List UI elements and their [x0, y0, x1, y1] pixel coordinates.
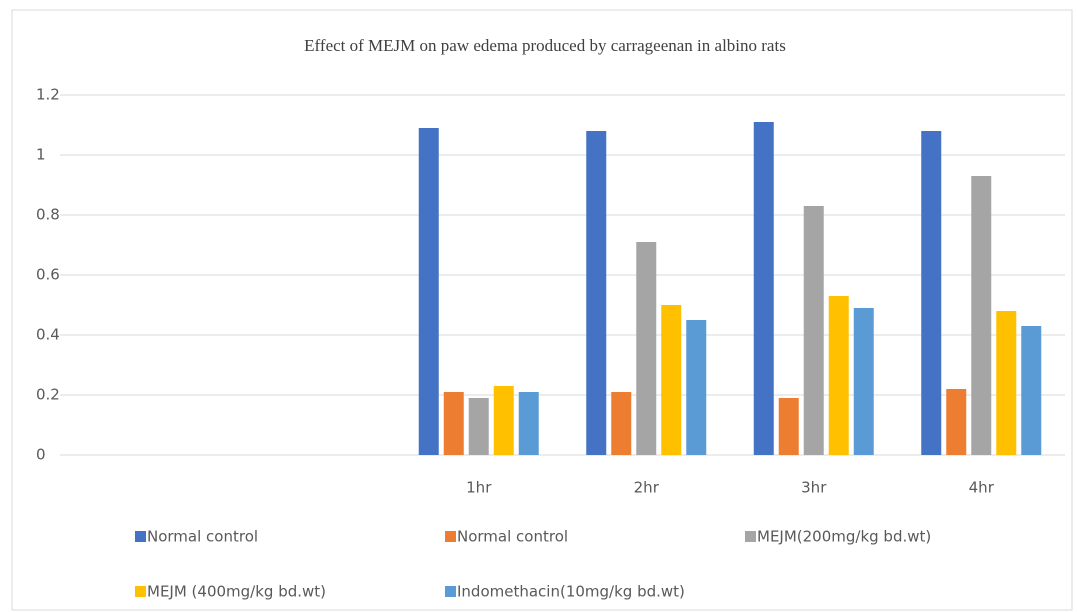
bar: [468, 398, 489, 455]
bar: [1021, 326, 1042, 455]
x-tick-label: 3hr: [801, 479, 827, 497]
x-tick-label: 2hr: [634, 479, 660, 497]
legend-label: Indomethacin(10mg/kg bd.wt): [457, 583, 685, 601]
legend-label: Normal control: [147, 528, 258, 546]
bar: [586, 131, 607, 455]
x-tick-label: 1hr: [466, 479, 492, 497]
legend-swatch: [445, 586, 456, 597]
chart-frame: [11, 9, 1073, 611]
bar: [778, 398, 799, 455]
bar: [921, 131, 942, 455]
y-tick-label: 0.6: [36, 266, 60, 284]
y-tick-label: 0.2: [36, 386, 60, 404]
bar: [753, 122, 774, 455]
legend-swatch: [745, 531, 756, 542]
bar: [418, 128, 439, 455]
bar: [443, 392, 464, 455]
bar: [971, 176, 992, 455]
bar: [493, 386, 514, 455]
bar: [828, 296, 849, 455]
bar: [803, 206, 824, 455]
legend-label: MEJM (400mg/kg bd.wt): [147, 583, 326, 601]
chart-title: Effect of MEJM on paw edema produced by …: [304, 36, 786, 55]
y-tick-label: 1: [36, 146, 46, 164]
x-tick-label: 4hr: [969, 479, 995, 497]
bar: [686, 320, 707, 455]
bar: [636, 242, 657, 455]
bar: [661, 305, 682, 455]
legend-swatch: [135, 586, 146, 597]
bar: [853, 308, 874, 455]
legend-swatch: [135, 531, 146, 542]
y-tick-label: 0.4: [36, 326, 60, 344]
y-tick-label: 0: [36, 446, 46, 464]
legend-swatch: [445, 531, 456, 542]
bar: [946, 389, 967, 455]
y-tick-label: 0.8: [36, 206, 60, 224]
y-tick-label: 1.2: [36, 86, 60, 104]
bar: [518, 392, 539, 455]
bar: [996, 311, 1017, 455]
legend-label: MEJM(200mg/kg bd.wt): [757, 528, 931, 546]
legend-label: Normal control: [457, 528, 568, 546]
bar: [611, 392, 632, 455]
